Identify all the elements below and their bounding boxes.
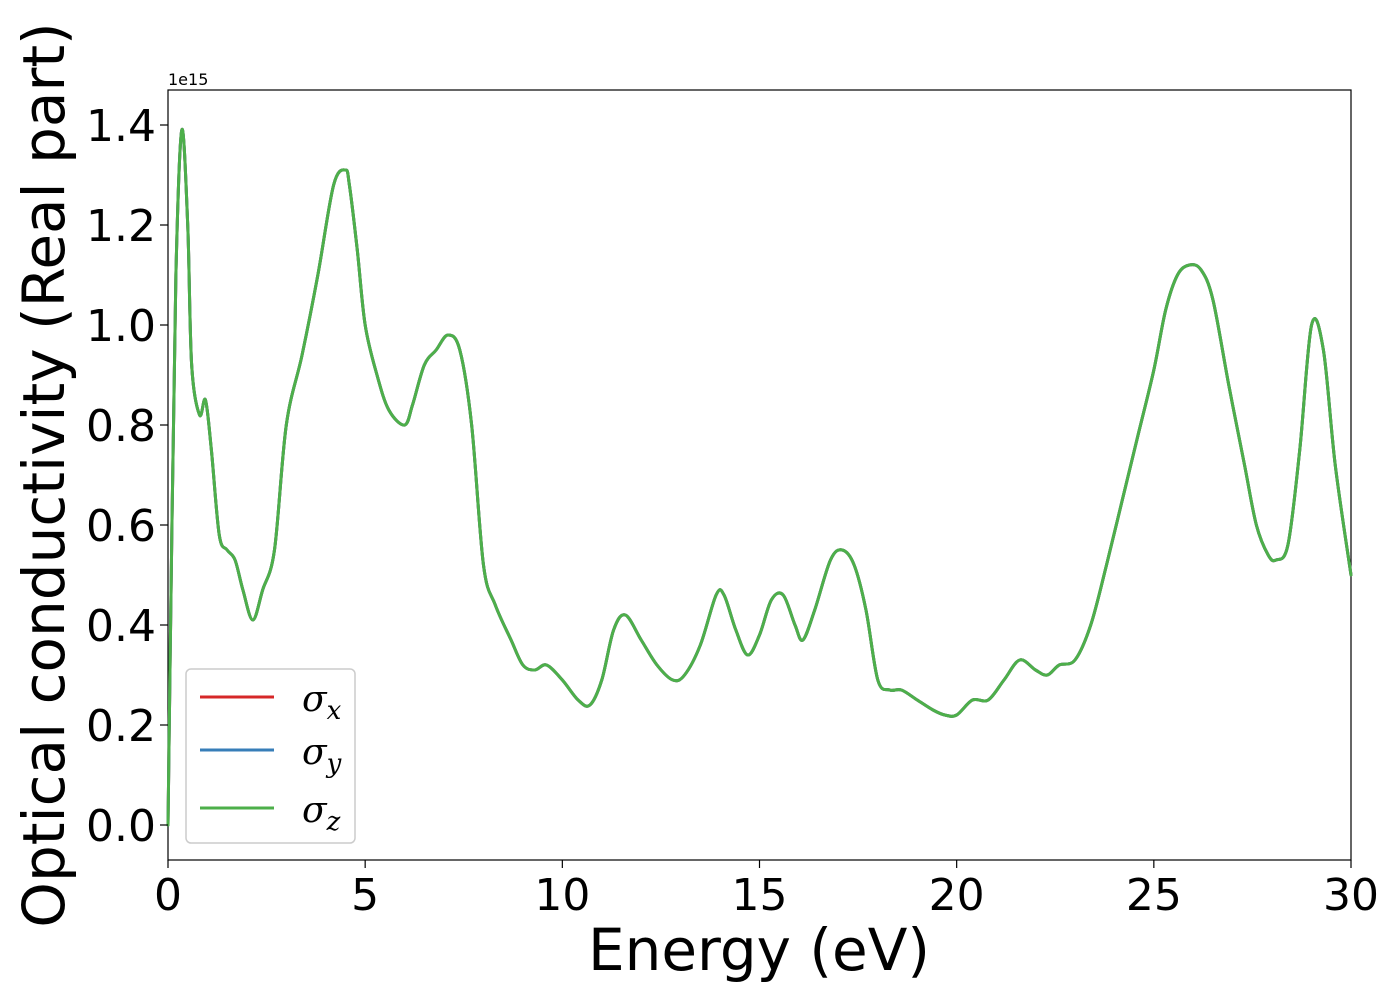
legend-subscript: x [327, 696, 342, 726]
x-tick-label: 10 [534, 870, 590, 921]
y-tick-label: 1.2 [86, 201, 156, 252]
y-tick-label: 1.4 [86, 101, 156, 152]
y-axis-offset-label: 1e15 [168, 70, 208, 89]
legend-subscript: y [326, 749, 342, 779]
legend-subscript: z [326, 807, 341, 837]
x-tick-label: 5 [351, 870, 379, 921]
y-tick-label: 1.0 [86, 301, 156, 352]
y-axis-title: Optical conductivity (Real part) [10, 22, 78, 927]
series-layer [166, 127, 1353, 827]
y-tick-label: 0.2 [86, 701, 156, 752]
x-tick-label: 15 [732, 870, 788, 921]
y-tick-label: 0.8 [86, 401, 156, 452]
x-tick-label: 20 [929, 870, 985, 921]
x-axis-ticks: 0 5 10 15 20 25 30 [154, 860, 1379, 921]
legend-label: σz [302, 790, 341, 837]
legend-label: σx [302, 679, 342, 726]
x-tick-label: 30 [1323, 870, 1379, 921]
y-tick-label: 0.4 [86, 601, 156, 652]
legend-symbol: σ [302, 732, 328, 773]
legend-symbol: σ [302, 790, 328, 831]
legend-frame [185, 668, 356, 844]
x-tick-label: 25 [1126, 870, 1182, 921]
legend-symbol: σ [302, 679, 328, 720]
series-line-σz [166, 127, 1353, 827]
x-tick-label: 0 [154, 870, 182, 921]
x-axis-title: Energy (eV) [588, 916, 930, 984]
y-axis-ticks: 0.0 0.2 0.4 0.6 0.8 1.0 1.2 1.4 [86, 101, 168, 852]
y-tick-label: 0.0 [86, 801, 156, 852]
legend-label: σy [302, 732, 342, 779]
y-tick-label: 0.6 [86, 501, 156, 552]
